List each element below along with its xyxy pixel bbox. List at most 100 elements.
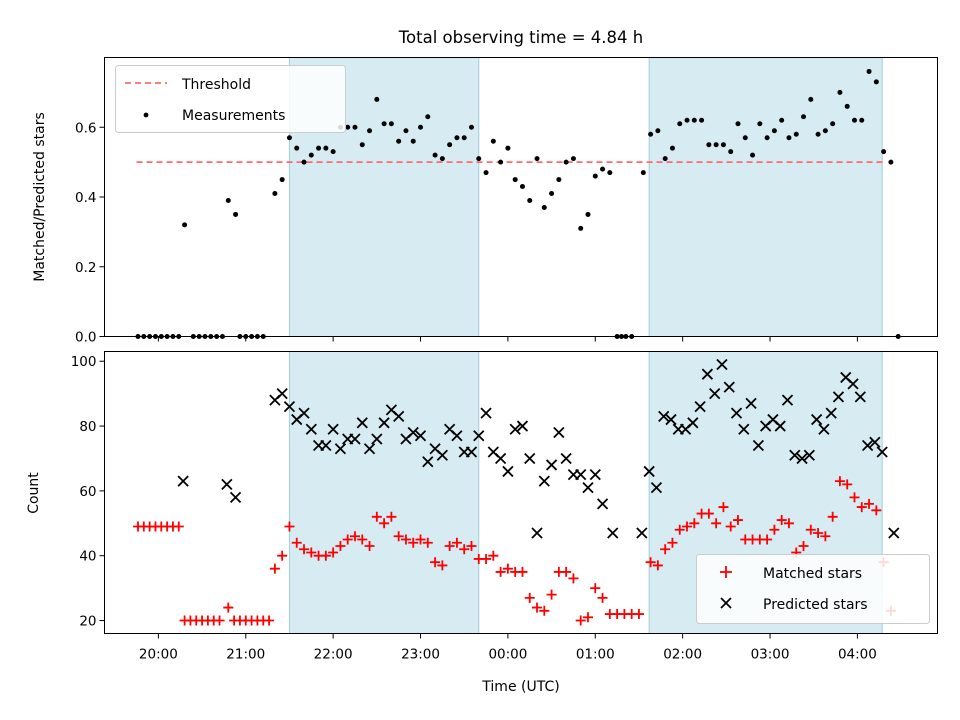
measurement-point <box>447 142 453 148</box>
predicted-star-point <box>531 527 543 539</box>
predicted-star-point <box>538 475 550 487</box>
bottom-axes-frame <box>104 351 938 634</box>
matched-star-point <box>488 550 499 561</box>
matched-star-point <box>437 560 448 571</box>
matched-star-point <box>335 540 346 551</box>
measurement-point <box>706 142 712 148</box>
measurement-point <box>851 117 857 123</box>
measurement-point <box>374 96 380 102</box>
measurement-point <box>866 68 872 74</box>
top-shaded-interval <box>648 57 883 337</box>
measurement-point <box>786 135 792 141</box>
measurement-point <box>182 222 188 228</box>
predicted-star-point <box>861 439 874 452</box>
measurement-point <box>563 159 569 165</box>
matched-star-point <box>386 511 397 522</box>
measurement-point <box>225 197 231 203</box>
predicted-star-point <box>516 420 529 432</box>
predicted-star-point <box>636 527 648 539</box>
predicted-star-point <box>650 482 663 494</box>
matched-star-point <box>408 537 419 548</box>
predicted-star-point <box>560 452 572 465</box>
measurement-point <box>801 114 807 120</box>
predicted-star-point <box>687 417 699 429</box>
top-ytick-label: 0.4 <box>75 190 96 206</box>
predicted-star-point <box>393 410 405 422</box>
measurement-point <box>505 145 511 151</box>
measurement-point <box>592 173 598 179</box>
predicted-star-point <box>473 430 485 442</box>
matched-star-point <box>517 566 528 577</box>
measurement-point <box>815 131 821 137</box>
matched-star-point <box>371 511 382 522</box>
matched-star-point <box>502 563 513 574</box>
measurement-point <box>699 117 705 123</box>
matched-star-point <box>645 557 656 568</box>
predicted-star-point <box>847 378 859 390</box>
measurement-point <box>808 96 814 102</box>
measurement-point <box>837 89 843 95</box>
predicted-star-point <box>825 407 837 419</box>
measurement-point <box>233 211 239 217</box>
matched-star-point <box>864 498 875 509</box>
bottom-ytick-label: 60 <box>79 484 96 500</box>
top-panel: 0.0 0.2 0.4 0.6 Total observing time = 4.84… <box>32 28 938 346</box>
measurement-point <box>881 149 887 155</box>
measurement-point <box>585 211 591 217</box>
predicted-star-point <box>502 465 514 478</box>
bottom-xtick-label: 00:00 <box>488 647 527 663</box>
predicted-star-point <box>832 391 845 403</box>
measurement-point <box>396 138 402 144</box>
predicted-star-point <box>356 417 368 429</box>
measurement-point <box>301 159 307 165</box>
predicted-star-point <box>582 482 594 494</box>
predicted-star-point <box>701 368 714 380</box>
predicted-star-point <box>320 439 332 452</box>
legend-matched-marker <box>720 566 732 578</box>
matched-star-point <box>459 544 470 555</box>
matched-star-point <box>711 518 722 529</box>
predicted-star-point <box>465 446 478 458</box>
predicted-star-point <box>451 430 463 442</box>
measurement-point <box>691 117 697 123</box>
measurement-point <box>771 128 777 134</box>
predicted-star-point <box>643 465 655 478</box>
bottom-ytick-label: 20 <box>79 614 96 630</box>
measurement-point <box>607 170 613 176</box>
predicted-star-point <box>407 426 419 439</box>
matched-star-point <box>495 566 506 577</box>
measurement-point <box>498 159 504 165</box>
matched-star-point <box>703 508 714 519</box>
measurement-point <box>669 145 675 151</box>
predicted-star-point <box>854 391 866 403</box>
matched-star-point <box>762 534 773 545</box>
measurement-point <box>541 204 547 210</box>
top-legend-box <box>115 65 346 133</box>
measurement-point <box>578 225 584 231</box>
matched-star-point <box>349 531 360 542</box>
matched-star-point <box>173 521 184 532</box>
measurement-point <box>519 184 525 190</box>
top-ytick-label: 0.0 <box>75 330 96 346</box>
matched-star-point <box>466 540 477 551</box>
matched-star-point <box>393 531 404 542</box>
bottom-xtick-label: 23:00 <box>401 647 440 663</box>
predicted-star-point <box>349 433 361 445</box>
predicted-star-point <box>436 449 448 461</box>
measurement-point <box>534 156 540 162</box>
measurement-point <box>367 128 373 134</box>
measurement-point <box>757 121 763 127</box>
predicted-star-point <box>709 388 721 400</box>
bottom-xlabel: Time (UTC) <box>481 679 559 695</box>
measurement-point <box>461 135 467 141</box>
bottom-xtick-label: 02:00 <box>663 647 702 663</box>
predicted-star-point <box>545 459 558 471</box>
bottom-ytick-label: 40 <box>79 549 96 565</box>
measurement-point <box>742 135 748 141</box>
predicted-star-point <box>553 426 565 439</box>
matched-star-point <box>582 612 593 623</box>
matched-star-point <box>674 524 685 535</box>
predicted-star-point <box>810 413 823 426</box>
predicted-star-point <box>716 358 728 371</box>
measurement-point <box>600 166 606 172</box>
